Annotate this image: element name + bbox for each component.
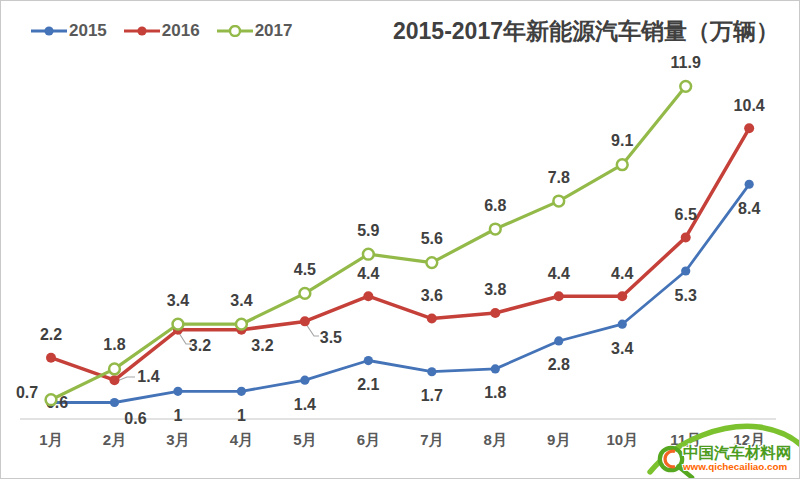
point-2017-9 [553,196,564,207]
watermark-site-url: www.qichecailiao.com [682,461,787,472]
x-tick-2: 2月 [103,431,126,448]
point-2015-12 [745,180,754,189]
data-label-2017-5: 4.5 [294,261,316,278]
point-2017-4 [236,319,247,330]
label-leader-line [306,324,319,336]
watermark-site-name: 中国汽车材料网 [683,444,792,461]
x-tick-8: 8月 [484,431,507,448]
data-label-2015-2: 0.6 [124,410,146,427]
point-2016-7 [427,314,437,324]
x-tick-6: 6月 [357,431,380,448]
x-tick-3: 3月 [166,431,189,448]
point-2017-7 [426,257,437,268]
point-2016-11 [681,232,691,242]
data-label-2015-11: 5.3 [675,287,697,304]
point-2015-6 [364,356,373,365]
point-2017-11 [680,81,691,92]
watermark-logo: 中国汽车材料网 www.qichecailiao.com [640,420,800,479]
point-2016-8 [490,308,500,318]
data-label-2015-6: 2.1 [357,376,379,393]
point-2015-10 [618,320,627,329]
data-label-2015-10: 3.4 [611,340,633,357]
data-label-2017-7: 5.6 [421,230,443,247]
data-label-2016-6: 4.4 [357,265,379,282]
data-label-2015-5: 1.4 [294,396,316,413]
point-2016-1 [46,353,56,363]
data-label-2017-6: 5.9 [357,222,379,239]
x-tick-1: 1月 [39,431,62,448]
data-label-2016-7: 3.6 [421,287,443,304]
data-label-2015-12: 8.4 [738,200,760,217]
point-2016-12 [744,123,754,133]
data-label-2016-11: 6.5 [675,206,697,223]
x-tick-9: 9月 [547,431,570,448]
series-line-2017 [51,86,686,399]
point-2017-8 [490,224,501,235]
data-label-2017-9: 7.8 [548,169,570,186]
point-2015-7 [427,367,436,376]
point-2015-9 [554,336,563,345]
point-2015-4 [237,387,246,396]
point-2016-6 [363,291,373,301]
data-label-2017-4: 3.4 [230,292,252,309]
data-label-2017-1: 0.7 [16,384,38,401]
point-2015-11 [681,266,690,275]
data-label-2016-2: 1.4 [137,368,159,385]
data-label-2016-9: 4.4 [548,265,570,282]
data-label-2015-4: 1 [237,407,246,424]
point-2016-2 [109,375,119,385]
point-2015-3 [173,387,182,396]
data-label-2015-7: 1.7 [421,387,443,404]
x-tick-10: 10月 [606,431,638,448]
point-2017-5 [299,288,310,299]
data-label-2017-10: 9.1 [611,132,633,149]
data-label-2016-10: 4.4 [611,265,633,282]
series-line-2016 [51,128,749,380]
point-2016-5 [300,316,310,326]
line-chart: 1月2月3月4月5月6月7月8月9月10月11月12月0.60.6111.42.… [0,0,800,479]
point-2017-10 [617,159,628,170]
point-2017-3 [173,319,184,330]
data-label-2016-1: 2.2 [40,326,62,343]
data-label-2017-2: 1.8 [103,336,125,353]
point-2017-2 [109,364,120,375]
data-label-2015-3: 1 [173,407,182,424]
data-label-2015-9: 2.8 [548,356,570,373]
x-tick-5: 5月 [293,431,316,448]
point-2015-8 [491,364,500,373]
x-tick-7: 7月 [420,431,443,448]
data-label-2016-3: 3.2 [189,337,211,354]
point-2017-1 [46,394,57,405]
point-2015-5 [300,376,309,385]
data-label-2015-8: 1.8 [484,384,506,401]
data-label-2016-5: 3.5 [320,329,342,346]
data-label-2016-8: 3.8 [484,281,506,298]
data-label-2017-11: 11.9 [671,54,701,71]
point-2017-6 [363,249,374,260]
data-label-2016-12: 10.4 [734,97,765,114]
x-tick-4: 4月 [230,431,253,448]
point-2016-10 [617,291,627,301]
data-label-2017-3: 3.4 [167,292,189,309]
point-2016-9 [554,291,564,301]
data-label-2016-4: 3.2 [251,337,273,354]
point-2015-2 [110,398,119,407]
data-label-2017-8: 6.8 [484,197,506,214]
